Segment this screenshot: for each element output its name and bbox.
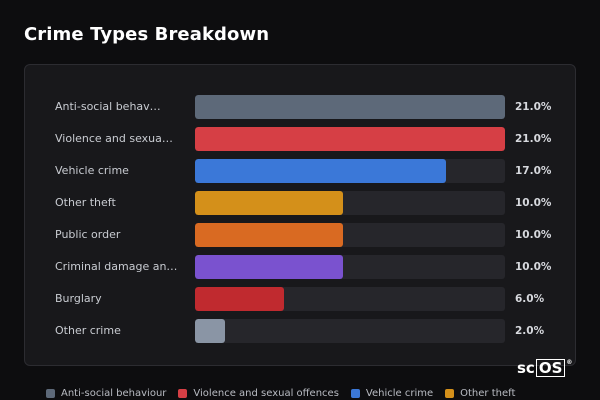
bar xyxy=(195,319,225,343)
bar xyxy=(195,223,343,247)
bar xyxy=(195,159,446,183)
bar xyxy=(195,191,343,215)
bar-category-label: Other theft xyxy=(55,196,116,209)
bar-value-label: 21.0% xyxy=(515,133,552,145)
legend-label: Violence and sexual offences xyxy=(193,387,339,399)
bar-row: Vehicle crime 17.0% xyxy=(25,159,577,183)
bar-track xyxy=(195,223,505,247)
bar-value-label: 10.0% xyxy=(515,229,552,241)
bar-track xyxy=(195,95,505,119)
chart-panel: Anti-social behav… 21.0% Violence and sexu… xyxy=(24,64,576,366)
bar-category-label: Violence and sexua… xyxy=(55,132,173,145)
legend-swatch xyxy=(178,388,188,398)
legend-item[interactable]: Vehicle crime xyxy=(350,387,434,399)
bar-value-label: 17.0% xyxy=(515,165,552,177)
chart-title: Crime Types Breakdown xyxy=(24,24,270,45)
bar-track xyxy=(195,287,505,311)
legend-item[interactable]: Other theft xyxy=(445,388,515,399)
bar-track xyxy=(195,255,505,279)
chart-legend: Anti-social behaviour Violence and sexual… xyxy=(46,386,527,400)
legend-swatch xyxy=(46,388,55,398)
logo-text-os: OS xyxy=(535,359,566,377)
bar-row: Other crime 2.0% xyxy=(25,319,577,343)
bar xyxy=(195,287,284,311)
brand-logo: sc OS ® xyxy=(517,359,572,377)
bar-row: Violence and sexua… 21.0% xyxy=(25,127,577,151)
bar-value-label: 2.0% xyxy=(515,325,545,337)
bar-value-label: 10.0% xyxy=(515,261,552,273)
legend-label: Vehicle crime xyxy=(365,387,434,399)
legend-item[interactable]: Violence and sexual offences xyxy=(178,388,339,399)
bar xyxy=(195,127,505,151)
legend-swatch xyxy=(350,388,360,398)
bar xyxy=(195,255,343,279)
legend-item[interactable]: Anti-social behaviour xyxy=(46,388,166,399)
bar xyxy=(195,95,505,119)
bar-track xyxy=(195,191,505,215)
bar-category-label: Vehicle crime xyxy=(55,164,129,177)
bar-category-label: Anti-social behav… xyxy=(55,100,161,113)
bar-row: Public order 10.0% xyxy=(25,223,577,247)
bar-row: Other theft 10.0% xyxy=(25,191,577,215)
bar-category-label: Other crime xyxy=(55,324,121,337)
bar-track xyxy=(195,159,505,183)
bar-track xyxy=(195,127,505,151)
legend-label: Other theft xyxy=(460,387,516,399)
bar-category-label: Criminal damage an… xyxy=(55,260,178,273)
bar-value-label: 10.0% xyxy=(515,197,552,209)
bar-track xyxy=(195,319,505,343)
bar-row: Burglary 6.0% xyxy=(25,287,577,311)
registered-mark: ® xyxy=(566,359,573,366)
legend-label: Anti-social behaviour xyxy=(61,387,167,399)
bar-row: Criminal damage an… 10.0% xyxy=(25,255,577,279)
bar-category-label: Public order xyxy=(55,228,121,241)
bar-value-label: 21.0% xyxy=(515,101,552,113)
bar-value-label: 6.0% xyxy=(515,293,545,305)
bar-category-label: Burglary xyxy=(55,292,102,305)
legend-swatch xyxy=(445,388,455,398)
logo-text-sc: sc xyxy=(517,359,535,377)
bar-row: Anti-social behav… 21.0% xyxy=(25,95,577,119)
